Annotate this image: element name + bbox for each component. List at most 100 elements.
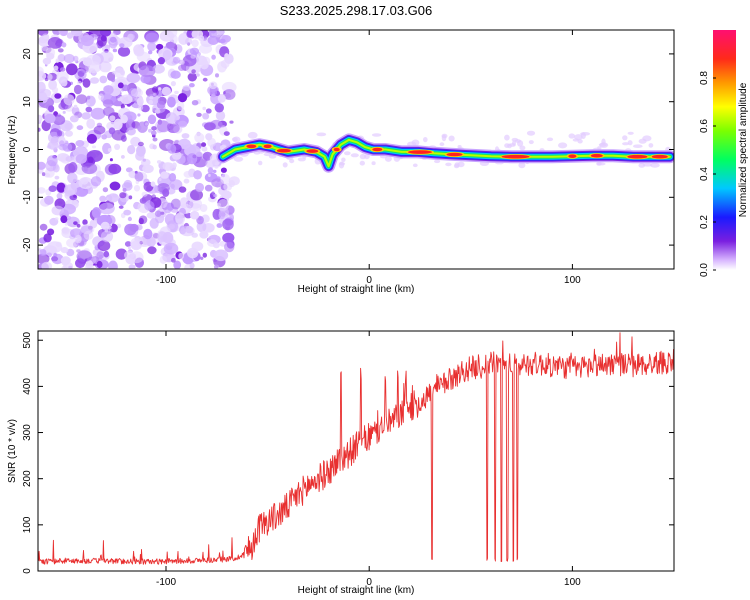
noise-blob xyxy=(171,151,182,160)
snr-x-ticks: -100 0 100 xyxy=(156,331,581,588)
halo-blob xyxy=(258,160,263,166)
x-tick-label: 0 xyxy=(366,275,372,286)
noise-blob xyxy=(47,141,59,150)
track-hotspot-red xyxy=(568,154,577,158)
track-hotspot-red xyxy=(446,152,463,157)
noise-blob xyxy=(167,144,177,154)
snr-y-label: SNR (10 * v/v) xyxy=(7,419,18,483)
noise-blob xyxy=(66,248,75,257)
noise-blob xyxy=(69,115,79,123)
noise-blob xyxy=(123,209,132,216)
noise-blob xyxy=(189,83,195,88)
halo-blob xyxy=(445,162,452,167)
noise-blob xyxy=(81,112,91,120)
y-tick-label: -20 xyxy=(22,237,33,252)
noise-blob xyxy=(163,242,179,255)
noise-blob xyxy=(219,38,226,44)
noise-blob xyxy=(120,114,128,124)
halo-blob xyxy=(457,161,465,168)
noise-blob xyxy=(68,265,73,269)
noise-blob xyxy=(86,54,101,66)
noise-blob xyxy=(190,210,200,220)
noise-blob xyxy=(142,158,146,162)
noise-blob xyxy=(127,246,131,250)
noise-blob xyxy=(98,202,115,215)
noise-blob xyxy=(39,249,47,256)
noise-blob xyxy=(177,93,188,103)
snr-frame xyxy=(37,330,675,572)
halo-blob xyxy=(233,156,244,162)
halo-blob xyxy=(423,137,428,143)
noise-blob xyxy=(48,105,55,113)
halo-blob xyxy=(627,131,634,135)
noise-blob xyxy=(47,73,53,81)
halo-blob xyxy=(350,153,359,158)
halo-blob xyxy=(648,143,654,148)
halo-blob xyxy=(247,131,258,139)
noise-blob xyxy=(82,219,88,226)
halo-blob xyxy=(504,134,510,141)
track-hotspot-red xyxy=(246,144,257,149)
noise-blob xyxy=(222,218,234,231)
noise-blob xyxy=(136,236,144,245)
colorbar-tick-label: 0.4 xyxy=(699,167,710,181)
noise-blob xyxy=(134,171,144,182)
noise-blob xyxy=(124,223,137,236)
noise-blob xyxy=(66,63,78,76)
noise-blob xyxy=(51,256,59,262)
noise-blob xyxy=(220,173,231,184)
noise-blob xyxy=(196,112,202,117)
noise-blob xyxy=(199,204,208,212)
noise-blob xyxy=(157,87,162,92)
halo-blob xyxy=(596,161,602,166)
noise-blob xyxy=(99,195,107,202)
noise-blob xyxy=(167,96,176,108)
noise-blob xyxy=(62,110,66,114)
track-hotspot-red xyxy=(372,147,383,152)
noise-blob xyxy=(91,145,97,149)
noise-blob xyxy=(130,88,143,98)
colorbar-tick-label: 0.6 xyxy=(699,119,710,133)
noise-blob xyxy=(157,120,171,133)
noise-blob xyxy=(145,32,159,44)
noise-blob xyxy=(120,94,133,105)
noise-blob xyxy=(70,156,75,161)
noise-blob xyxy=(162,49,172,61)
halo-blob xyxy=(371,161,376,166)
noise-blob xyxy=(191,69,196,74)
noise-blob xyxy=(210,37,218,46)
noise-blob xyxy=(99,51,114,63)
noise-blob xyxy=(205,108,212,114)
y-tick-label: 0 xyxy=(22,568,33,574)
halo-blob xyxy=(580,132,591,136)
noise-blob xyxy=(103,85,114,95)
noise-blob xyxy=(60,79,68,87)
noise-blob xyxy=(85,106,93,113)
noise-blob xyxy=(144,122,149,126)
snr-panel: -100 0 100 0 100 200 300 400 500 Height of stra… xyxy=(7,330,675,596)
noise-blob xyxy=(168,173,177,182)
noise-blob xyxy=(73,104,78,109)
noise-blob xyxy=(109,158,113,162)
track-hotspot-red xyxy=(627,154,648,159)
noise-blob xyxy=(99,242,104,246)
noise-blob xyxy=(199,231,209,239)
noise-blob xyxy=(153,92,156,96)
track-hotspot-red xyxy=(276,148,291,153)
noise-blob xyxy=(53,65,59,71)
noise-blob xyxy=(85,102,90,106)
noise-blob xyxy=(172,56,181,64)
noise-blob xyxy=(186,153,198,165)
noise-blob xyxy=(109,36,117,43)
noise-blob xyxy=(213,194,218,198)
noise-blob xyxy=(157,57,165,65)
halo-blob xyxy=(574,134,583,141)
noise-blob xyxy=(161,86,171,96)
noise-blob xyxy=(181,133,190,139)
noise-blob xyxy=(224,241,235,253)
noise-blob xyxy=(154,109,161,114)
noise-blob xyxy=(76,125,84,131)
noise-blob xyxy=(192,154,197,159)
noise-blob xyxy=(187,72,197,82)
noise-blob xyxy=(186,30,193,38)
